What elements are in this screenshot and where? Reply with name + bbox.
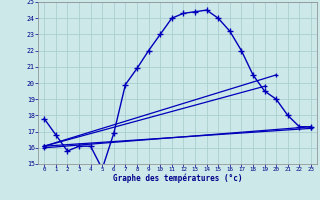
X-axis label: Graphe des températures (°c): Graphe des températures (°c): [113, 174, 242, 183]
